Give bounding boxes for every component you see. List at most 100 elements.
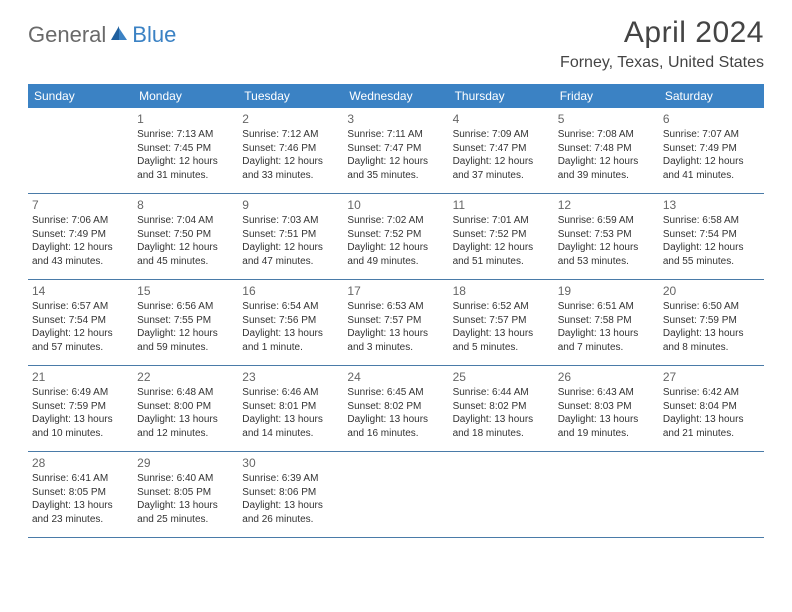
- weekday-header-row: SundayMondayTuesdayWednesdayThursdayFrid…: [28, 84, 764, 108]
- sunrise-text: Sunrise: 6:57 AM: [32, 300, 129, 314]
- calendar-cell: 6Sunrise: 7:07 AMSunset: 7:49 PMDaylight…: [659, 108, 764, 194]
- day-number: 1: [137, 111, 234, 127]
- sunrise-text: Sunrise: 7:08 AM: [558, 128, 655, 142]
- day-number: 29: [137, 455, 234, 471]
- day-number: 8: [137, 197, 234, 213]
- sunset-text: Sunset: 7:59 PM: [32, 400, 129, 414]
- calendar-cell: 11Sunrise: 7:01 AMSunset: 7:52 PMDayligh…: [449, 194, 554, 280]
- sunrise-text: Sunrise: 6:59 AM: [558, 214, 655, 228]
- daylight-text: Daylight: 13 hours and 5 minutes.: [453, 327, 550, 354]
- day-number: 9: [242, 197, 339, 213]
- daylight-text: Daylight: 13 hours and 23 minutes.: [32, 499, 129, 526]
- day-number: 16: [242, 283, 339, 299]
- sunset-text: Sunset: 7:52 PM: [453, 228, 550, 242]
- sunset-text: Sunset: 7:49 PM: [663, 142, 760, 156]
- sunrise-text: Sunrise: 6:41 AM: [32, 472, 129, 486]
- title-block: April 2024 Forney, Texas, United States: [560, 16, 764, 72]
- calendar-cell: 8Sunrise: 7:04 AMSunset: 7:50 PMDaylight…: [133, 194, 238, 280]
- sunrise-text: Sunrise: 6:46 AM: [242, 386, 339, 400]
- day-number: 13: [663, 197, 760, 213]
- day-number: 26: [558, 369, 655, 385]
- calendar-cell: 1Sunrise: 7:13 AMSunset: 7:45 PMDaylight…: [133, 108, 238, 194]
- daylight-text: Daylight: 12 hours and 37 minutes.: [453, 155, 550, 182]
- calendar-cell: 14Sunrise: 6:57 AMSunset: 7:54 PMDayligh…: [28, 280, 133, 366]
- calendar-cell: 2Sunrise: 7:12 AMSunset: 7:46 PMDaylight…: [238, 108, 343, 194]
- sunrise-text: Sunrise: 6:43 AM: [558, 386, 655, 400]
- daylight-text: Daylight: 12 hours and 55 minutes.: [663, 241, 760, 268]
- daylight-text: Daylight: 12 hours and 39 minutes.: [558, 155, 655, 182]
- day-number: 22: [137, 369, 234, 385]
- sunset-text: Sunset: 7:51 PM: [242, 228, 339, 242]
- daylight-text: Daylight: 12 hours and 57 minutes.: [32, 327, 129, 354]
- header: General Blue April 2024 Forney, Texas, U…: [0, 0, 792, 76]
- logo-text-blue: Blue: [132, 22, 176, 48]
- sunset-text: Sunset: 7:54 PM: [32, 314, 129, 328]
- sunset-text: Sunset: 8:04 PM: [663, 400, 760, 414]
- calendar-cell: 20Sunrise: 6:50 AMSunset: 7:59 PMDayligh…: [659, 280, 764, 366]
- sunset-text: Sunset: 8:05 PM: [137, 486, 234, 500]
- daylight-text: Daylight: 13 hours and 19 minutes.: [558, 413, 655, 440]
- sunset-text: Sunset: 7:57 PM: [347, 314, 444, 328]
- weekday-header: Saturday: [659, 84, 764, 108]
- calendar-cell: 5Sunrise: 7:08 AMSunset: 7:48 PMDaylight…: [554, 108, 659, 194]
- sunrise-text: Sunrise: 6:50 AM: [663, 300, 760, 314]
- day-number: 28: [32, 455, 129, 471]
- calendar-cell: 16Sunrise: 6:54 AMSunset: 7:56 PMDayligh…: [238, 280, 343, 366]
- sunrise-text: Sunrise: 6:39 AM: [242, 472, 339, 486]
- day-number: 12: [558, 197, 655, 213]
- sunset-text: Sunset: 8:02 PM: [347, 400, 444, 414]
- daylight-text: Daylight: 12 hours and 43 minutes.: [32, 241, 129, 268]
- calendar-cell: 29Sunrise: 6:40 AMSunset: 8:05 PMDayligh…: [133, 452, 238, 538]
- sunset-text: Sunset: 7:49 PM: [32, 228, 129, 242]
- sunset-text: Sunset: 7:45 PM: [137, 142, 234, 156]
- sunrise-text: Sunrise: 6:52 AM: [453, 300, 550, 314]
- day-number: 6: [663, 111, 760, 127]
- month-title: April 2024: [560, 16, 764, 50]
- logo-sail-icon: [109, 24, 129, 47]
- day-number: 20: [663, 283, 760, 299]
- sunset-text: Sunset: 7:50 PM: [137, 228, 234, 242]
- day-number: 3: [347, 111, 444, 127]
- sunset-text: Sunset: 7:46 PM: [242, 142, 339, 156]
- day-number: 25: [453, 369, 550, 385]
- calendar-cell: 26Sunrise: 6:43 AMSunset: 8:03 PMDayligh…: [554, 366, 659, 452]
- sunset-text: Sunset: 8:02 PM: [453, 400, 550, 414]
- calendar-cell: 17Sunrise: 6:53 AMSunset: 7:57 PMDayligh…: [343, 280, 448, 366]
- calendar: SundayMondayTuesdayWednesdayThursdayFrid…: [28, 84, 764, 538]
- daylight-text: Daylight: 12 hours and 51 minutes.: [453, 241, 550, 268]
- sunrise-text: Sunrise: 7:01 AM: [453, 214, 550, 228]
- calendar-cell-empty: [28, 108, 133, 194]
- calendar-cell-empty: [343, 452, 448, 538]
- day-number: 15: [137, 283, 234, 299]
- day-number: 23: [242, 369, 339, 385]
- day-number: 2: [242, 111, 339, 127]
- sunrise-text: Sunrise: 7:13 AM: [137, 128, 234, 142]
- sunrise-text: Sunrise: 6:54 AM: [242, 300, 339, 314]
- calendar-cell: 4Sunrise: 7:09 AMSunset: 7:47 PMDaylight…: [449, 108, 554, 194]
- sunrise-text: Sunrise: 6:44 AM: [453, 386, 550, 400]
- day-number: 4: [453, 111, 550, 127]
- sunset-text: Sunset: 7:59 PM: [663, 314, 760, 328]
- calendar-cell: 30Sunrise: 6:39 AMSunset: 8:06 PMDayligh…: [238, 452, 343, 538]
- calendar-cell: 13Sunrise: 6:58 AMSunset: 7:54 PMDayligh…: [659, 194, 764, 280]
- sunrise-text: Sunrise: 6:48 AM: [137, 386, 234, 400]
- sunrise-text: Sunrise: 7:03 AM: [242, 214, 339, 228]
- calendar-cell: 21Sunrise: 6:49 AMSunset: 7:59 PMDayligh…: [28, 366, 133, 452]
- sunset-text: Sunset: 7:57 PM: [453, 314, 550, 328]
- sunset-text: Sunset: 7:47 PM: [347, 142, 444, 156]
- daylight-text: Daylight: 13 hours and 8 minutes.: [663, 327, 760, 354]
- calendar-cell: 18Sunrise: 6:52 AMSunset: 7:57 PMDayligh…: [449, 280, 554, 366]
- sunset-text: Sunset: 8:00 PM: [137, 400, 234, 414]
- day-number: 14: [32, 283, 129, 299]
- daylight-text: Daylight: 13 hours and 16 minutes.: [347, 413, 444, 440]
- daylight-text: Daylight: 12 hours and 33 minutes.: [242, 155, 339, 182]
- sunrise-text: Sunrise: 6:40 AM: [137, 472, 234, 486]
- sunrise-text: Sunrise: 6:42 AM: [663, 386, 760, 400]
- daylight-text: Daylight: 12 hours and 35 minutes.: [347, 155, 444, 182]
- sunrise-text: Sunrise: 7:06 AM: [32, 214, 129, 228]
- sunset-text: Sunset: 8:03 PM: [558, 400, 655, 414]
- calendar-cell: 28Sunrise: 6:41 AMSunset: 8:05 PMDayligh…: [28, 452, 133, 538]
- day-number: 7: [32, 197, 129, 213]
- day-number: 27: [663, 369, 760, 385]
- calendar-cell-empty: [659, 452, 764, 538]
